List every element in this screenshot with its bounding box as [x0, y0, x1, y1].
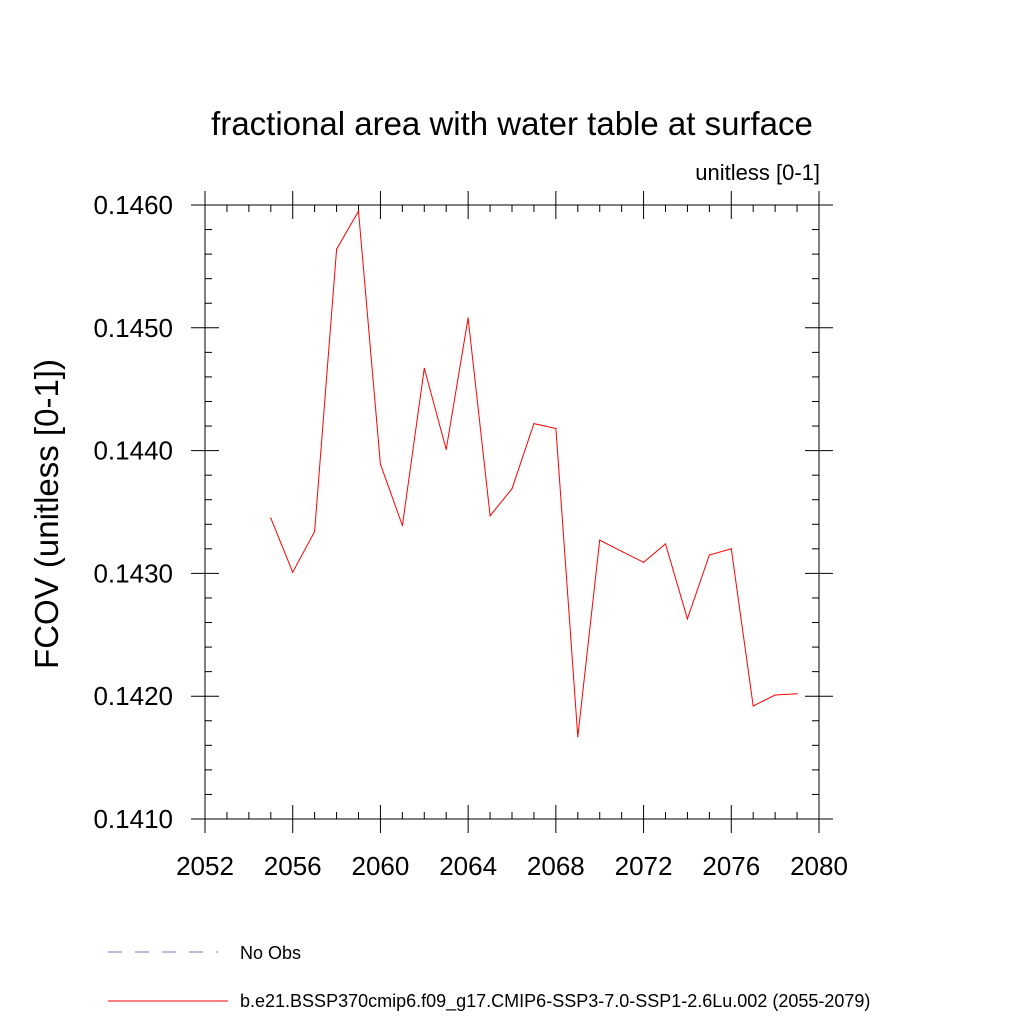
major-ticks	[191, 191, 833, 833]
y-tick-label: 0.1450	[93, 313, 173, 343]
x-tick-label: 2072	[615, 851, 673, 881]
series-point	[664, 543, 667, 545]
series-point	[555, 427, 557, 430]
series-point	[708, 554, 710, 556]
series-point	[357, 210, 360, 212]
series-point	[314, 531, 316, 533]
y-tick-label: 0.1460	[93, 190, 173, 220]
y-axis-label: FCOV (unitless [0-1])	[28, 359, 65, 669]
series-point	[270, 517, 272, 519]
series-point	[467, 317, 469, 319]
series-point	[379, 463, 382, 465]
units-label: unitless [0-1]	[695, 160, 820, 185]
series-point	[533, 422, 535, 425]
legend-label-model-run: b.e21.BSSP370cmip6.f09_g17.CMIP6-SSP3-7.…	[240, 991, 870, 1012]
y-tick-label: 0.1410	[93, 804, 173, 834]
minor-ticks	[205, 205, 819, 819]
x-tick-label: 2076	[702, 851, 760, 881]
y-tick-label: 0.1430	[93, 558, 173, 588]
series-point	[774, 694, 776, 696]
x-tick-label: 2064	[439, 851, 497, 881]
series-group	[270, 209, 798, 738]
series-point	[445, 448, 447, 450]
plot-frame	[204, 204, 820, 820]
x-tick-label: 2056	[264, 851, 322, 881]
series-point	[752, 705, 754, 707]
series-point	[796, 693, 798, 695]
series-point	[621, 550, 623, 552]
series-line	[270, 209, 798, 737]
series-point	[335, 248, 338, 250]
series-point	[642, 561, 645, 563]
series-point	[292, 571, 294, 573]
series-point	[401, 524, 403, 527]
y-tick-label: 0.1440	[93, 436, 173, 466]
x-tick-label: 2068	[527, 851, 585, 881]
legend-label-no-obs: No Obs	[240, 943, 301, 963]
x-tick-labels: 2052 2056 2060 2064 2068 2072 2076 2080	[176, 851, 848, 881]
series-point	[686, 618, 689, 620]
legend: No Obs b.e21.BSSP370cmip6.f09_g17.CMIP6-…	[108, 943, 870, 1012]
series-point	[489, 515, 491, 517]
x-tick-label: 2060	[352, 851, 410, 881]
y-tick-label: 0.1420	[93, 681, 173, 711]
series-point	[730, 548, 732, 550]
series-point	[423, 367, 425, 369]
x-tick-label: 2052	[176, 851, 234, 881]
series-point	[577, 736, 579, 738]
y-tick-labels: 0.1410 0.1420 0.1430 0.1440 0.1450 0.1460	[93, 190, 173, 834]
chart-title: fractional area with water table at surf…	[211, 105, 813, 142]
series-point	[511, 488, 513, 490]
x-tick-label: 2080	[790, 851, 848, 881]
series-point	[599, 539, 601, 541]
